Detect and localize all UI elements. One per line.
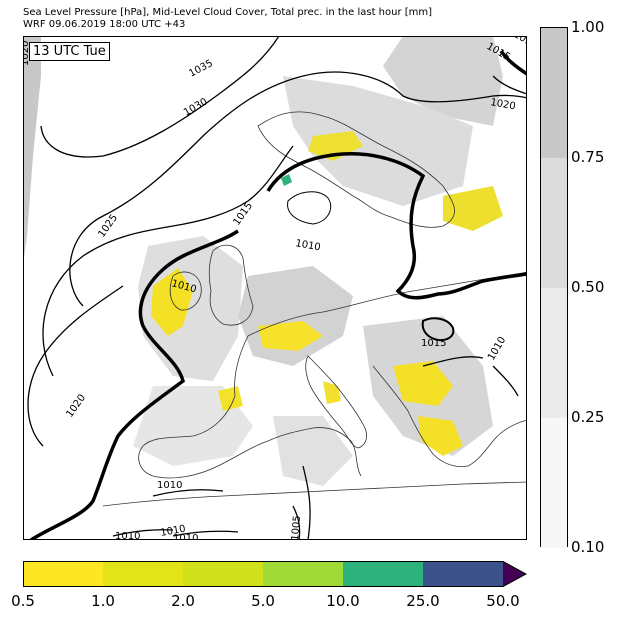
isobar-label: 1005 [290, 515, 303, 540]
precip-bar-label: 50.0 [486, 592, 520, 610]
cloud-bar-label: 0.75 [571, 148, 605, 166]
isobar-layer [27, 36, 527, 540]
cloud-bar-label: 1.00 [571, 18, 605, 36]
precip-bar-extension-arrow [503, 561, 526, 587]
coastline-north-africa [102, 481, 527, 507]
map-frame [23, 36, 527, 540]
isobar-cell-denmark [287, 191, 332, 225]
isobar-label: 1010 [294, 238, 321, 253]
precip-bar-label: 0.5 [11, 592, 35, 610]
precip-bar-label: 5.0 [251, 592, 275, 610]
coastline-great-britain [208, 244, 254, 326]
isobar-1015-thick [30, 49, 527, 540]
precip-alps [258, 321, 323, 351]
precip-bar-segment [23, 561, 103, 587]
precip-denmark [281, 174, 292, 186]
coastline-ireland [169, 271, 202, 311]
forecast-time-label: 13 UTC Tue [29, 42, 110, 61]
isobar-1030 [69, 71, 527, 307]
isobar-1005 [292, 505, 301, 540]
precip-bar-label: 1.0 [91, 592, 115, 610]
precip-balkans [393, 361, 453, 406]
cloud-cover-colorbar [540, 27, 568, 548]
precipitation-colorbar [23, 561, 527, 587]
isobar-label: 1010 [115, 531, 140, 540]
cloud-bar-segment [541, 28, 567, 158]
cloud-bar-segment [541, 158, 567, 288]
coastline-italy [305, 355, 367, 449]
coastline-layer [102, 111, 527, 507]
coastline-scandinavia [257, 111, 455, 228]
precip-bar-label: 10.0 [326, 592, 360, 610]
cloud-area-west-edge [23, 36, 41, 266]
cloud-bar-segment [541, 288, 567, 418]
isobar-label: 1010 [173, 533, 198, 540]
precip-bar-segment [423, 561, 503, 587]
isobar-1020 [27, 75, 527, 447]
precip-north-sea [308, 131, 363, 161]
isobar-1010 [112, 356, 519, 540]
precip-greece [418, 416, 463, 456]
cloud-bar-segment [541, 418, 567, 548]
precip-bar-segment [263, 561, 343, 587]
cloud-bar-label: 0.10 [571, 538, 605, 556]
precip-france [218, 386, 243, 411]
precip-ireland-uk [151, 268, 193, 336]
precip-bar-label: 2.0 [171, 592, 195, 610]
isobar-label: 1010 [157, 480, 182, 491]
precip-bar-segment [183, 561, 263, 587]
cloud-area-scandinavia [283, 76, 473, 206]
precip-east [443, 186, 503, 231]
coastline-balkans [372, 365, 527, 467]
map-title: Sea Level Pressure [hPa], Mid-Level Clou… [23, 7, 433, 18]
precip-bar-segment [103, 561, 183, 587]
cloud-bar-label: 0.50 [571, 278, 605, 296]
isobar-label: 1020 [23, 41, 31, 66]
isobar-1035 [40, 36, 280, 158]
isobar-label: 1020 [489, 97, 516, 112]
model-run-subtitle: WRF 09.06.2019 18:00 UTC +43 [23, 19, 186, 30]
map-canvas: 1035 1030 1025 1020 1015 1010 1010 1010 … [23, 36, 527, 540]
weather-map: 1035 1030 1025 1020 1015 1010 1010 1010 … [23, 36, 527, 540]
cloud-bar-label: 0.25 [571, 408, 605, 426]
cloud-area-mediterranean [273, 416, 353, 486]
isobar-1025 [42, 145, 294, 377]
isobar-label: 1010 [160, 524, 187, 539]
isobar-cell-balkans [421, 317, 455, 342]
precip-bar-label: 25.0 [406, 592, 440, 610]
precip-bar-segment [343, 561, 423, 587]
isobar-label: 1015 [421, 338, 446, 349]
cloud-area-northeast [383, 36, 503, 126]
